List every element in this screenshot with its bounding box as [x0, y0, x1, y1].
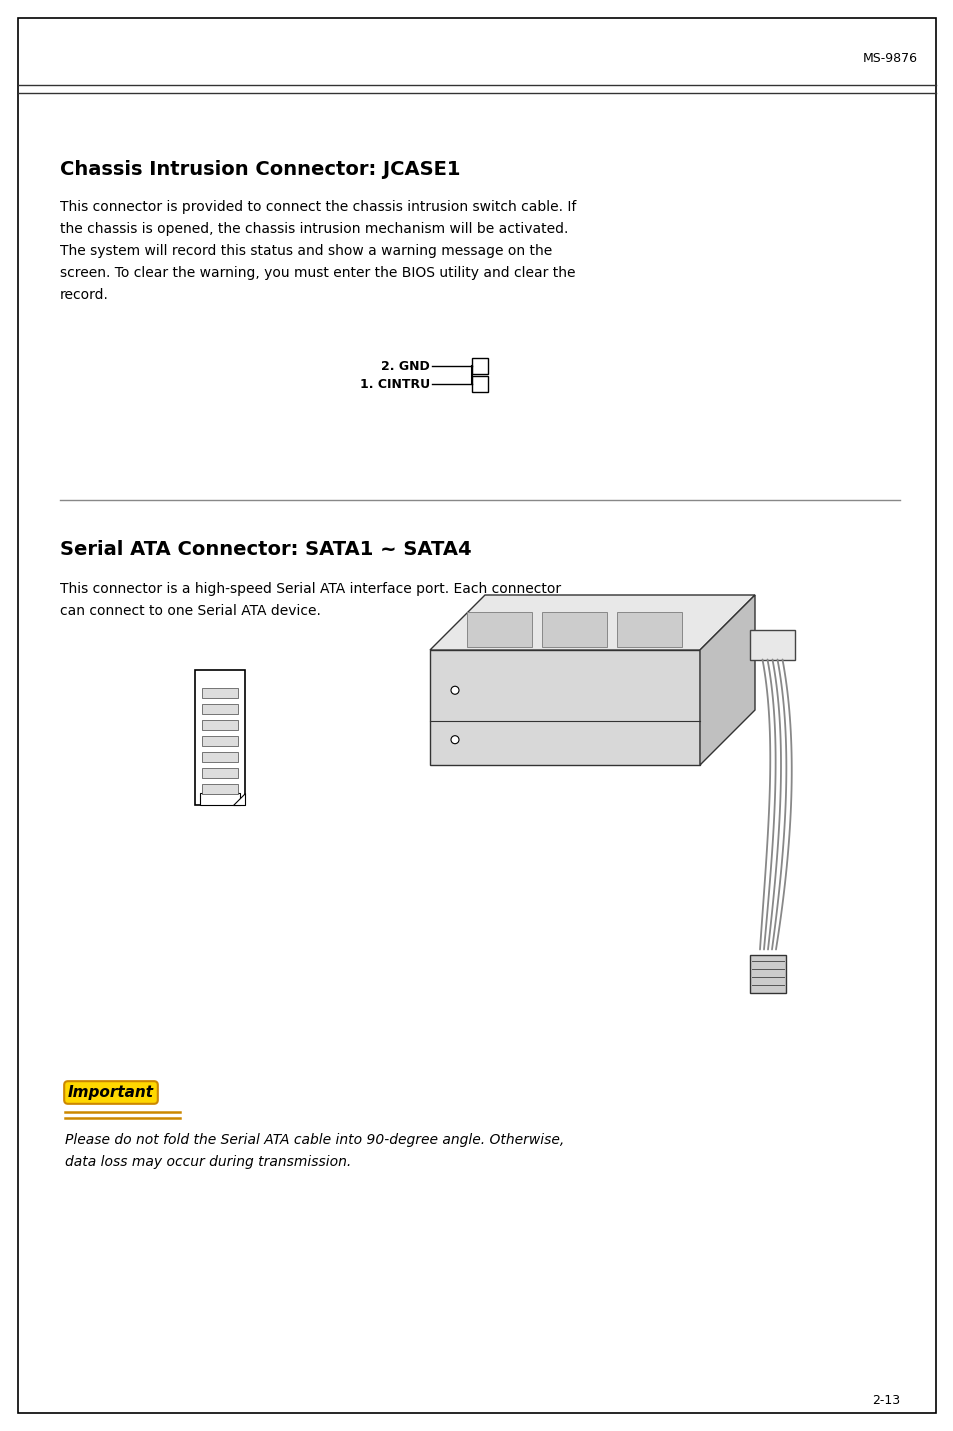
Bar	[472, 376, 488, 392]
Bar	[200, 793, 240, 806]
Text: MS-9876: MS-9876	[862, 52, 917, 64]
Circle shape	[451, 687, 458, 694]
Polygon shape	[700, 595, 754, 766]
Text: screen. To clear the warning, you must enter the BIOS utility and clear the: screen. To clear the warning, you must e…	[60, 266, 575, 280]
Polygon shape	[541, 611, 606, 647]
Bar	[202, 736, 237, 746]
Text: data loss may occur during transmission.: data loss may occur during transmission.	[65, 1155, 351, 1169]
Polygon shape	[749, 630, 794, 660]
Bar	[202, 688, 237, 698]
Bar	[194, 670, 245, 806]
Polygon shape	[430, 650, 700, 766]
Text: This connector is provided to connect the chassis intrusion switch cable. If: This connector is provided to connect th…	[60, 200, 576, 215]
Text: Serial ATA Connector: SATA1 ~ SATA4: Serial ATA Connector: SATA1 ~ SATA4	[60, 539, 471, 560]
Polygon shape	[467, 611, 532, 647]
Bar	[202, 784, 237, 794]
Bar	[472, 358, 488, 373]
Text: This connector is a high-speed Serial ATA interface port. Each connector: This connector is a high-speed Serial AT…	[60, 582, 560, 595]
Text: 1. CINTRU: 1. CINTRU	[359, 378, 430, 391]
Text: Chassis Intrusion Connector: JCASE1: Chassis Intrusion Connector: JCASE1	[60, 160, 460, 179]
Text: Important: Important	[68, 1085, 153, 1100]
Polygon shape	[430, 595, 754, 650]
Polygon shape	[233, 793, 245, 806]
Text: Please do not fold the Serial ATA cable into 90-degree angle. Otherwise,: Please do not fold the Serial ATA cable …	[65, 1133, 563, 1148]
Text: The system will record this status and show a warning message on the: The system will record this status and s…	[60, 245, 552, 258]
Bar	[749, 954, 785, 993]
Text: can connect to one Serial ATA device.: can connect to one Serial ATA device.	[60, 604, 320, 618]
Bar	[202, 720, 237, 730]
Bar	[202, 753, 237, 761]
Circle shape	[451, 736, 458, 744]
Text: record.: record.	[60, 288, 109, 302]
Bar	[202, 704, 237, 714]
Text: the chassis is opened, the chassis intrusion mechanism will be activated.: the chassis is opened, the chassis intru…	[60, 222, 568, 236]
Polygon shape	[617, 611, 681, 647]
Bar	[202, 768, 237, 778]
Text: 2. GND: 2. GND	[381, 359, 430, 372]
Text: 2-13: 2-13	[871, 1394, 899, 1407]
